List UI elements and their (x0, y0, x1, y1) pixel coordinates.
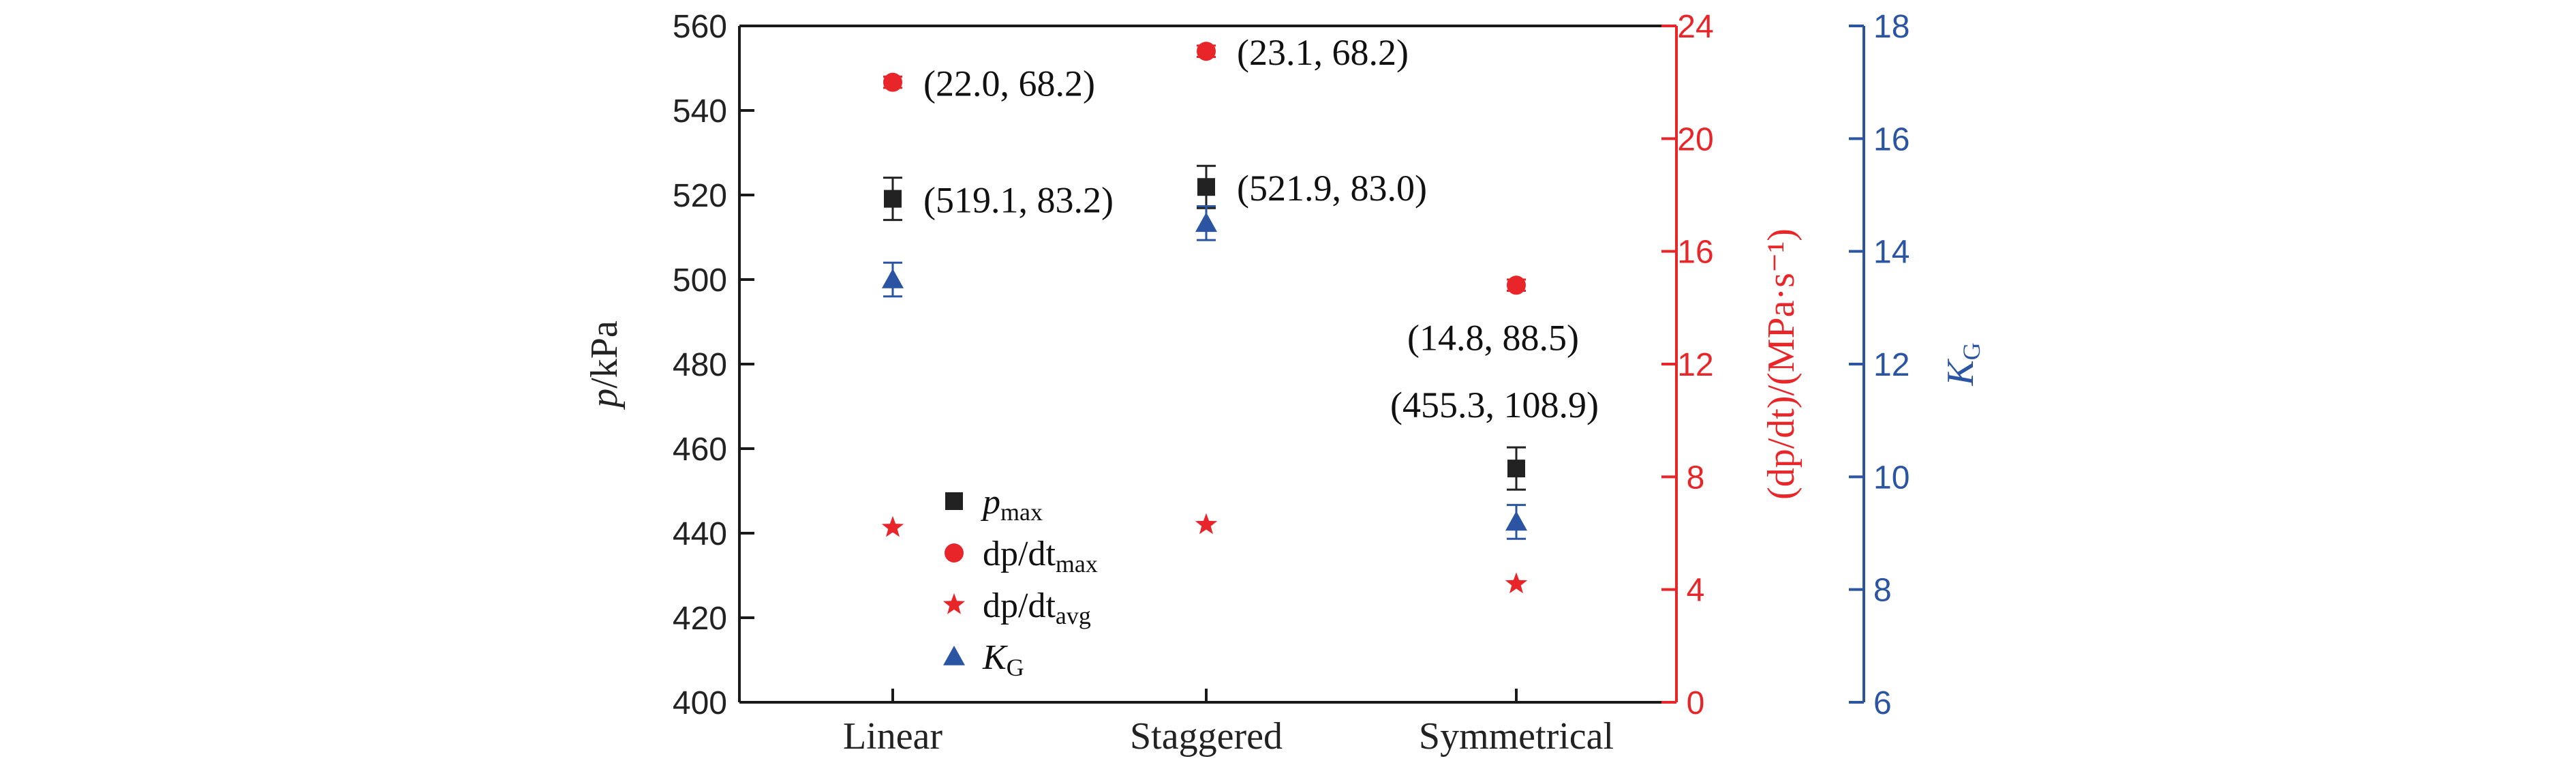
point-k-g (882, 269, 904, 288)
legend-entry: dp/dtavg (983, 586, 1091, 629)
annotation-label: (455.3, 108.9) (1390, 385, 1599, 425)
legend-sub: G (1007, 654, 1024, 681)
red-tick-label: 0 (1687, 685, 1705, 721)
blue-tick-label: 6 (1873, 685, 1892, 721)
red-tick-label: 20 (1677, 121, 1713, 158)
left-tick-label: 420 (673, 601, 727, 637)
left-tick-label: 520 (673, 178, 727, 214)
left-axis-title-unit: /kPa (583, 320, 626, 389)
point-dp-dt-avg (1505, 572, 1528, 594)
left-axis-title: p/kPa (583, 320, 626, 410)
legend-marker (945, 543, 964, 562)
legend-marker (943, 646, 965, 665)
blue-axis-title-sub: G (1958, 342, 1985, 360)
blue-tick-label: 8 (1873, 573, 1892, 609)
legend-main: dp/dt (983, 586, 1056, 625)
annotation-label: (14.8, 88.5) (1407, 317, 1579, 358)
blue-axis-title: KG (1939, 342, 1985, 386)
blue-axis-title-var: K (1939, 359, 1982, 387)
blue-tick-label: 16 (1873, 121, 1910, 158)
x-tick-label: Linear (843, 715, 942, 758)
x-tick-label: Symmetrical (1419, 715, 1614, 758)
red-axis-title: (dp/dt)/(MPa·s⁻¹) (1760, 228, 1803, 500)
x-tick-label: Staggered (1130, 715, 1283, 758)
point-dp-dt-avg (881, 515, 904, 537)
legend-marker (945, 492, 963, 510)
annotation-label: (22.0, 68.2) (923, 63, 1095, 104)
red-tick-label: 16 (1677, 235, 1713, 271)
legend-marker (942, 593, 966, 614)
blue-tick-label: 12 (1873, 347, 1910, 383)
annotations-layer: (22.0, 68.2) (23.1, 68.2) (14.8, 88.5) (519… (923, 32, 1599, 425)
point-p-max (1197, 178, 1215, 196)
point-dp-dt-max (883, 72, 902, 92)
point-k-g (1505, 511, 1527, 531)
legend-entry: KG (982, 638, 1024, 681)
red-tick-label: 24 (1677, 9, 1713, 45)
left-tick-label: 560 (673, 9, 727, 45)
left-axis-title-var: p (583, 389, 626, 410)
annotation-label: (519.1, 83.2) (923, 180, 1114, 221)
legend-main: p (980, 483, 1000, 522)
legend-sub: max (1056, 550, 1098, 578)
point-dp-dt-max (1197, 42, 1216, 61)
marks-layer (881, 42, 1528, 594)
red-tick-label: 4 (1687, 573, 1705, 609)
left-tick-label: 440 (673, 516, 727, 552)
legend-main: dp/dt (983, 535, 1056, 573)
point-k-g (1195, 212, 1217, 232)
point-p-max (1507, 460, 1525, 478)
point-p-max (884, 190, 902, 208)
axes-layer: 400 420 440 460 480 500 520 540 560 0 4 8 12 16 20 24 6 8… (583, 9, 1985, 758)
left-tick-label: 400 (673, 685, 727, 721)
annotation-label: (521.9, 83.0) (1237, 168, 1427, 209)
point-dp-dt-avg (1195, 513, 1218, 535)
legend-main: K (982, 638, 1008, 677)
blue-tick-label: 18 (1873, 9, 1910, 45)
left-tick-label: 500 (673, 262, 727, 299)
blue-tick-label: 14 (1873, 235, 1910, 271)
left-tick-label: 480 (673, 347, 727, 383)
red-tick-label: 12 (1677, 347, 1713, 383)
left-tick-label: 540 (673, 93, 727, 130)
left-tick-label: 460 (673, 432, 727, 468)
blue-tick-label: 10 (1873, 460, 1910, 496)
annotation-label: (23.1, 68.2) (1237, 32, 1409, 73)
point-dp-dt-max (1507, 275, 1526, 295)
legend-entry: pmax (980, 483, 1043, 526)
legend-entry: dp/dtmax (983, 535, 1098, 578)
legend-sub: max (1000, 498, 1043, 526)
legend-sub: avg (1056, 602, 1091, 629)
red-tick-label: 8 (1687, 460, 1705, 496)
